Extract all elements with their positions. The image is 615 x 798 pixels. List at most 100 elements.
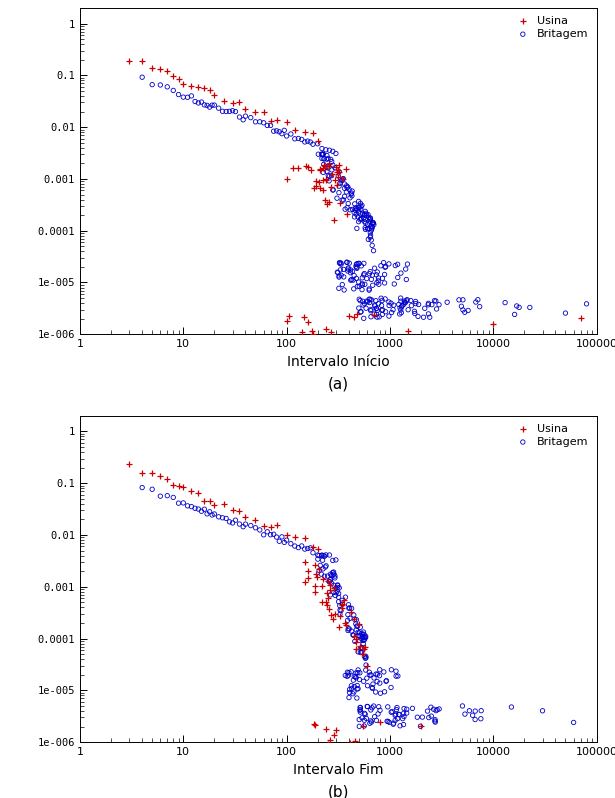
Usina	[324, 160, 334, 172]
Britagem	[512, 299, 522, 312]
Britagem	[384, 295, 394, 308]
Britagem	[202, 508, 212, 520]
Britagem	[238, 520, 248, 533]
Britagem	[354, 720, 364, 733]
Usina	[250, 105, 260, 118]
Britagem	[392, 703, 402, 716]
Britagem	[371, 294, 381, 307]
Britagem	[343, 608, 353, 621]
Britagem	[317, 549, 327, 562]
Britagem	[318, 148, 328, 160]
Britagem	[366, 704, 376, 717]
Britagem	[370, 299, 380, 312]
Britagem	[375, 310, 384, 323]
Britagem	[352, 222, 362, 235]
Britagem	[259, 528, 269, 541]
Britagem	[205, 505, 215, 518]
Britagem	[399, 296, 409, 309]
Britagem	[400, 296, 410, 309]
Usina	[303, 316, 313, 329]
Britagem	[360, 208, 370, 221]
Britagem	[325, 573, 335, 586]
Britagem	[347, 682, 357, 695]
Britagem	[352, 280, 362, 293]
Britagem	[333, 579, 343, 592]
Britagem	[395, 307, 405, 320]
Britagem	[368, 216, 378, 229]
Britagem	[338, 194, 348, 207]
Britagem	[475, 300, 485, 313]
Britagem	[344, 666, 354, 679]
Britagem	[346, 679, 356, 692]
Britagem	[426, 709, 436, 722]
Britagem	[333, 581, 343, 594]
Britagem	[186, 89, 196, 102]
Britagem	[386, 706, 396, 719]
Britagem	[376, 299, 386, 312]
Britagem	[240, 110, 250, 123]
Britagem	[354, 302, 363, 314]
Britagem	[341, 186, 351, 199]
Britagem	[378, 303, 387, 316]
Britagem	[352, 614, 362, 626]
Britagem	[335, 177, 345, 190]
Usina	[330, 214, 339, 227]
Britagem	[473, 294, 483, 306]
Britagem	[319, 148, 328, 160]
Britagem	[320, 570, 330, 583]
Usina	[341, 618, 351, 631]
Usina	[290, 531, 300, 543]
Britagem	[173, 89, 183, 101]
Britagem	[349, 685, 359, 698]
Britagem	[333, 169, 343, 182]
Britagem	[277, 128, 287, 140]
Britagem	[277, 531, 287, 543]
Britagem	[346, 274, 355, 286]
Britagem	[396, 294, 406, 307]
Britagem	[205, 101, 215, 113]
Britagem	[352, 679, 362, 692]
Usina	[341, 616, 351, 629]
Britagem	[190, 502, 200, 515]
Britagem	[359, 675, 368, 688]
Usina	[250, 514, 260, 527]
Britagem	[290, 539, 300, 552]
Britagem	[389, 717, 399, 729]
Britagem	[308, 547, 318, 559]
Britagem	[363, 222, 373, 235]
Legend: Usina, Britagem: Usina, Britagem	[509, 14, 591, 41]
Britagem	[300, 543, 310, 555]
Britagem	[362, 700, 372, 713]
Usina	[282, 528, 292, 541]
Usina	[320, 162, 330, 175]
Britagem	[356, 306, 366, 318]
Britagem	[347, 273, 357, 286]
Britagem	[354, 257, 364, 270]
Britagem	[366, 310, 376, 323]
Britagem	[320, 550, 330, 563]
Britagem	[381, 674, 391, 687]
Britagem	[429, 703, 438, 716]
Britagem	[365, 220, 375, 233]
Britagem	[286, 537, 296, 550]
Britagem	[351, 618, 361, 630]
Britagem	[341, 591, 351, 603]
Britagem	[224, 105, 234, 118]
Britagem	[364, 211, 374, 223]
Britagem	[357, 271, 367, 284]
Britagem	[399, 707, 408, 720]
Britagem	[325, 144, 335, 156]
Britagem	[317, 554, 327, 567]
Britagem	[414, 298, 424, 311]
Britagem	[407, 299, 416, 312]
Britagem	[460, 306, 470, 318]
Usina	[331, 179, 341, 192]
Britagem	[386, 663, 396, 676]
Britagem	[344, 183, 354, 196]
Britagem	[330, 570, 340, 583]
Usina	[360, 641, 370, 654]
Britagem	[359, 720, 369, 733]
Britagem	[347, 189, 357, 202]
Usina	[199, 82, 209, 95]
Britagem	[352, 619, 362, 632]
